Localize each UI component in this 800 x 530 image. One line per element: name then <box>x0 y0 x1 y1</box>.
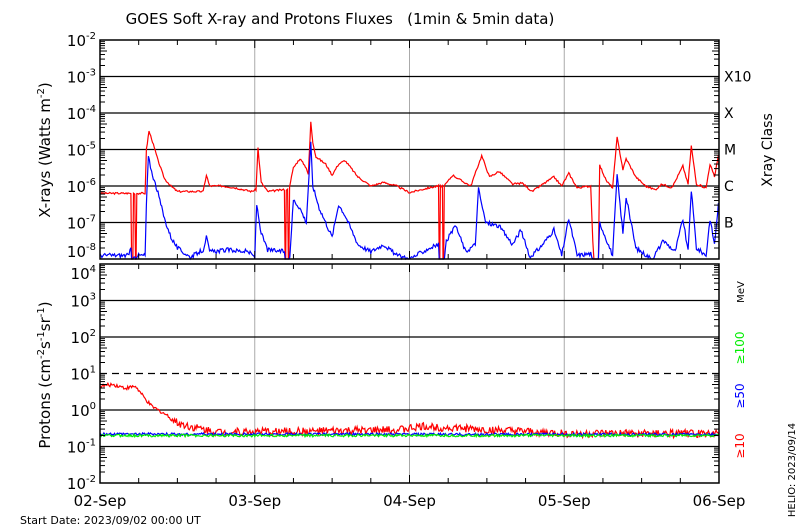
xray-class-label: M <box>724 143 736 159</box>
helio-credit: HELIO: 2023/09/14 <box>787 423 798 517</box>
legend-ge100: ≥100 <box>733 332 747 365</box>
y-tick-label: 10-5 <box>67 141 96 160</box>
series-line-xray-0 <box>99 121 720 260</box>
y-tick-label: 101 <box>71 365 96 384</box>
y-tick-label: 10-3 <box>67 68 96 87</box>
proton-y-axis-label: Protons (cm-2s-1sr-1) <box>36 301 54 448</box>
proton-gridlines <box>100 264 719 483</box>
legend-ge10: ≥10 <box>733 433 747 458</box>
series-line-proton-2 <box>99 432 720 439</box>
x-tick-label: 03-Sep <box>228 492 281 510</box>
xray-class-label: X <box>724 106 734 122</box>
y-tick-label: 100 <box>71 401 96 420</box>
y-tick-label: 10-7 <box>67 214 96 233</box>
xray-gridlines <box>100 40 719 259</box>
y-tick-label: 102 <box>71 328 96 347</box>
axis-ticks <box>99 40 720 483</box>
y-tick-label: 10-2 <box>67 474 96 493</box>
x-tick-label: 06-Sep <box>693 492 746 510</box>
xray-class-label: C <box>724 179 734 195</box>
start-date: Start Date: 2023/09/02 00:00 UT <box>20 514 201 527</box>
y-tick-label: 10-8 <box>67 242 96 261</box>
mev-label: MeV <box>736 281 747 303</box>
axis-labels: 10-2 10-3 10-4 10-5 10-6 10-7 10-8 X10 X M C B 104 10… <box>67 31 751 510</box>
xray-y-axis-label: X-rays (Watts m-2) <box>36 82 54 217</box>
legend-ge50: ≥50 <box>733 383 747 408</box>
chart-title: GOES Soft X-ray and Protons Fluxes (1min… <box>126 10 555 28</box>
y-tick-label: 10-4 <box>67 104 96 123</box>
xray-class-axis-label: Xray Class <box>760 113 776 187</box>
x-tick-label: 04-Sep <box>383 492 436 510</box>
x-tick-label: 05-Sep <box>538 492 591 510</box>
y-tick-label: 10-2 <box>67 31 96 50</box>
series-line-proton-0 <box>99 381 720 440</box>
x-tick-label: 02-Sep <box>74 492 127 510</box>
xray-class-label: X10 <box>724 70 751 86</box>
xray-class-label: B <box>724 216 734 232</box>
y-tick-label: 104 <box>71 264 96 283</box>
y-tick-label: 10-1 <box>67 438 96 457</box>
y-tick-label: 103 <box>71 292 96 311</box>
y-tick-label: 10-6 <box>67 177 96 196</box>
